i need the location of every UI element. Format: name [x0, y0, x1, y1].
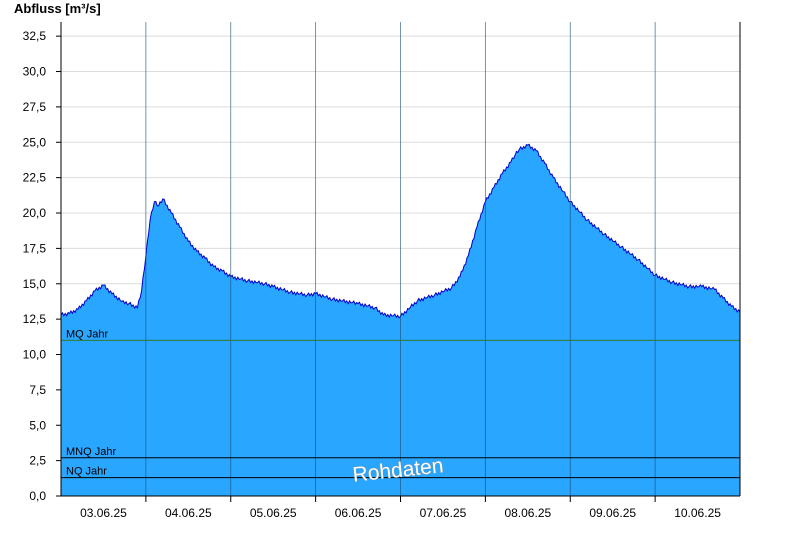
y-tick-label: 2,5: [29, 454, 46, 468]
y-tick-label: 32,5: [23, 29, 47, 43]
x-tick-label: 04.06.25: [165, 506, 212, 520]
y-tick-label: 22,5: [23, 171, 47, 185]
reference-label: MNQ Jahr: [66, 446, 116, 458]
y-tick-label: 17,5: [23, 241, 47, 255]
x-tick-label: 07.06.25: [420, 506, 467, 520]
x-tick-label: 09.06.25: [589, 506, 636, 520]
x-tick-labels: 03.06.25 04.06.25 05.06.25 06.06.25 07.06.25…: [80, 506, 721, 520]
reference-lines: MQ Jahr MNQ Jahr NQ Jahr: [61, 328, 740, 479]
y-tick-label: 20,0: [23, 206, 47, 220]
y-tick-label: 5,0: [29, 418, 46, 432]
x-tick-label: 10.06.25: [674, 506, 721, 520]
y-tick-label: 27,5: [23, 100, 47, 114]
x-tick-label: 06.06.25: [335, 506, 382, 520]
x-tick-label: 08.06.25: [504, 506, 551, 520]
reference-label: MQ Jahr: [66, 328, 109, 340]
y-tick-label: 30,0: [23, 65, 47, 79]
y-tick-label: 7,5: [29, 383, 46, 397]
reference-label: NQ Jahr: [66, 466, 107, 478]
x-tick-label: 05.06.25: [250, 506, 297, 520]
y-tick-label: 0,0: [29, 489, 46, 503]
y-tick-label: 25,0: [23, 135, 47, 149]
y-tick-label: 10,0: [23, 348, 47, 362]
day-separators: [145, 22, 656, 496]
y-tick-labels: 0,0 2,5 5,0 7,5 10,0 12,5 15,0 17,5 20,0 22,5 25,0…: [23, 29, 47, 503]
y-tick-label: 15,0: [23, 277, 47, 291]
x-tick-label: 03.06.25: [80, 506, 127, 520]
y-tick-label: 12,5: [23, 312, 47, 326]
y-axis-title: Abfluss [m³/s]: [14, 1, 101, 16]
axes: [56, 22, 741, 502]
